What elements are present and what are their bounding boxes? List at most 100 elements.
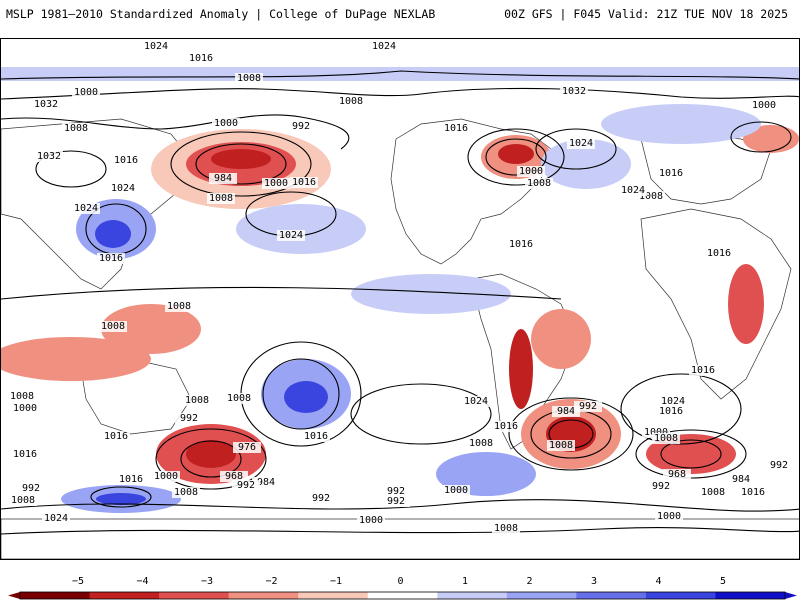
isobar-label-bg [187,53,215,64]
isobar-label: 992 [22,483,40,494]
isobar-label: 1000 [74,87,98,98]
isobar-label-bg [652,433,680,444]
isobar-label: 1016 [304,431,328,442]
isobar-label-bg [560,86,588,97]
isobar-label: 1016 [104,431,128,442]
isobar-label: 1000 [264,178,288,189]
anomaly-pos-south-pacific-core [284,381,328,413]
isobar-label-bg [699,487,727,498]
isobar-label-bg [517,166,545,177]
isobar-label: 1032 [34,99,58,110]
colorbar-min-arrow [8,592,20,599]
isobar-label-bg [233,442,261,453]
isobar-label-bg [117,474,145,485]
isobar-label: 1008 [639,191,663,202]
isobar-label: 976 [238,442,256,453]
isobar-label: 1000 [752,100,776,111]
isobar-label-bg [252,477,280,488]
isobar-label: 1016 [444,123,468,134]
isobar-label: 1008 [339,96,363,107]
isobar-label-bg [657,168,685,179]
isobar-label-bg [207,193,235,204]
isobar-label: 992 [312,493,330,504]
isobar-label: 1008 [527,178,551,189]
isobar-label-bg [11,403,39,414]
isobar-label-bg [547,440,575,451]
isobar-label-bg [212,118,240,129]
isobar-label-bg [112,155,140,166]
isobar-label: 1016 [189,53,213,64]
isobar-label-bg [467,438,495,449]
isobar-label: 984 [732,474,750,485]
colorbar-swatch [576,592,647,599]
isobar-label-bg [552,406,580,417]
isobar-label-bg [370,41,398,52]
isobar-label: 1000 [444,485,468,496]
anomaly-neg-brazil [531,309,591,369]
isobar-label: 1008 [185,395,209,406]
isobar-label-bg [442,123,470,134]
isobar-label-bg [307,493,335,504]
isobar-label-bg [109,183,137,194]
anomaly-arctic-band [1,67,799,81]
isobar-label: 992 [579,401,597,412]
colorbar-tick-label: 5 [719,576,727,587]
isobar-label-bg [337,96,365,107]
colorbar-swatch [506,592,577,599]
colorbar-swatch [645,592,716,599]
model-run-info: 00Z GFS | F045 Valid: 21Z TUE NOV 18 202… [504,7,788,21]
isobar-label-bg [165,301,193,312]
isobar-label: 1016 [659,168,683,179]
isobar-label-bg [102,431,130,442]
isobar-label: 1008 [494,523,518,534]
isobar-label-bg [72,203,100,214]
isobar-label-bg [442,485,470,496]
isobar-label-bg [35,151,63,162]
map-panel: 1024 1024 1016 1008 1032 1000 1000 1008 1008 992 1… [0,38,800,560]
colorbar-swatch [367,592,438,599]
map-title: MSLP 1981–2010 Standardized Anomaly | Co… [6,7,436,21]
isobar-label: 1024 [372,41,396,52]
isobar-label-bg [525,178,553,189]
isobar-label: 1008 [237,73,261,84]
isobar-label: 1008 [227,393,251,404]
colorbar-tick-label: −2 [265,576,278,587]
colorbar [8,591,797,600]
isobar-label-bg [507,239,535,250]
isobar-label: 1016 [509,239,533,250]
anomaly-neg-nw-pacific-inner [211,149,271,169]
colorbar-tick-label: 1 [461,576,469,587]
anomaly-pos-tropical-pacific [351,274,511,314]
isobar-label-bg [663,469,691,480]
isobar-label-bg [62,123,90,134]
isobar-label-bg [175,413,203,424]
isobar-label-bg [72,87,100,98]
colorbar-tick-label: 4 [655,576,662,587]
isobar-label: 1000 [644,427,668,438]
isobar-label-bg [8,391,36,402]
isobar-label-bg [705,248,733,259]
isobar-label-bg [727,474,755,485]
colorbar-swatch [715,592,786,599]
isobar-label: 1016 [741,487,765,498]
isobar-contours [1,70,799,535]
isobar-label: 1024 [111,183,135,194]
isobar-label: 1016 [707,248,731,259]
isobar-label-bg [357,515,385,526]
isobar-label-bg [382,486,410,497]
isobar-label: 1008 [701,487,725,498]
isobar-label: 1016 [691,365,715,376]
isobar-label: 1016 [99,253,123,264]
isobar-label: 1008 [64,123,88,134]
isobar-label: 1032 [37,151,61,162]
isobar-labels: 1024 102410161008103210001000100810089921… [8,41,793,534]
isobar-label: 992 [770,460,788,471]
isobar-label-bg [152,471,180,482]
isobar-label: 1008 [654,433,678,444]
isobar-label-bg [765,460,793,471]
colorbar-tick-label: −1 [329,576,343,587]
isobar-label: 1016 [292,177,316,188]
anomaly-pos-north-pacific [236,204,366,254]
isobar-label-bg [97,253,125,264]
isobar-label: 1024 [661,396,685,407]
